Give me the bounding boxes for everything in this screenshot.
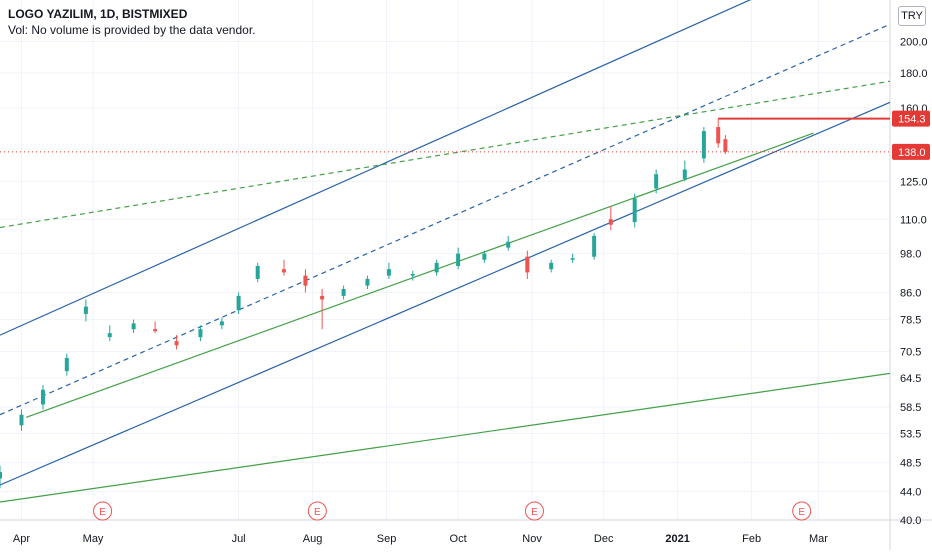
earnings-marker-icon [307,501,327,521]
candle-body [549,262,554,270]
candle-body [198,329,203,338]
volume-note: Vol: No volume is provided by the data v… [8,23,256,37]
y-tick-label: 48.5 [900,458,921,470]
y-tick-label: 200.0 [900,37,928,49]
price-label-box [892,110,930,127]
x-tick-label: May [83,533,104,545]
earnings-marker-label: E [798,507,805,518]
y-tick-label: 78.5 [900,315,921,327]
candle-body [236,295,241,311]
y-tick-label: 98.0 [900,249,921,261]
candle-body [410,274,415,276]
chart-legend: LOGO YAZILIM, 1D, BISTMIXED Vol: No volu… [8,6,255,38]
candle-body [570,258,575,260]
candle-body [19,414,24,426]
x-tick-label: Dec [594,533,614,545]
price-label: 154.3 [898,114,926,126]
y-tick-label: 44.0 [900,487,921,499]
x-tick-label: Oct [450,533,467,545]
earnings-marker-icon [93,501,113,521]
trend-line-channel-lower [0,101,891,486]
y-tick-label: 180.0 [900,68,928,80]
earnings-marker-label: E [99,507,106,518]
y-tick-label: 53.5 [900,429,921,441]
candle-body [592,235,597,257]
candle-body [701,131,706,159]
candle-body [174,341,179,346]
candle-body [608,219,613,225]
candle-body [83,306,88,314]
candle-body [654,174,659,189]
x-tick-label: Feb [742,533,761,545]
earnings-marker-label: E [314,507,321,518]
y-tick-label: 58.5 [900,402,921,414]
candle-body [723,139,728,152]
candle-body [434,262,439,273]
x-tick-label: 2021 [665,533,689,545]
y-tick-label: 125.0 [900,176,928,188]
currency-button[interactable]: TRY [898,6,926,26]
trend-line-channel-upper [0,0,752,336]
trend-line-support-green [26,132,814,418]
candle-body [303,275,308,286]
y-tick-label: 40.0 [900,515,921,527]
earnings-marker-icon [524,501,544,521]
trend-line-resistance-green [0,80,891,229]
candle-body [482,253,487,260]
price-label: 138.0 [898,147,926,159]
candle-body [40,389,45,405]
candle-body [0,472,2,479]
x-tick-label: Mar [809,533,828,545]
x-tick-label: Jul [232,533,246,545]
candle-body [153,329,158,332]
candle-body [131,323,136,330]
candle-body [525,256,530,273]
x-tick-label: Apr [13,533,30,545]
candle-body [107,333,112,338]
candle-body [632,198,637,222]
x-tick-label: Sep [377,533,397,545]
earnings-marker-icon [792,501,812,521]
trend-line-long-green [0,372,891,503]
x-tick-label: Nov [522,533,542,545]
candle-body [64,357,69,372]
y-tick-label: 86.0 [900,287,921,299]
y-tick-label: 70.5 [900,347,921,359]
candle-body [255,266,260,279]
y-tick-label: 110.0 [900,214,927,226]
candle-body [320,295,325,300]
price-label-box [892,143,930,160]
candle-body [219,321,224,326]
candle-body [506,241,511,248]
candle-body [456,253,461,267]
candle-body [281,269,286,273]
candle-body [682,169,687,179]
y-tick-label: 64.5 [900,373,921,385]
candle-body [365,278,370,286]
candle-body [341,289,346,296]
candle-body [716,127,721,144]
earnings-marker-label: E [531,507,538,518]
x-tick-label: Aug [303,533,323,545]
chart-title: LOGO YAZILIM, 1D, BISTMIXED [8,7,188,21]
candle-body [386,269,391,276]
